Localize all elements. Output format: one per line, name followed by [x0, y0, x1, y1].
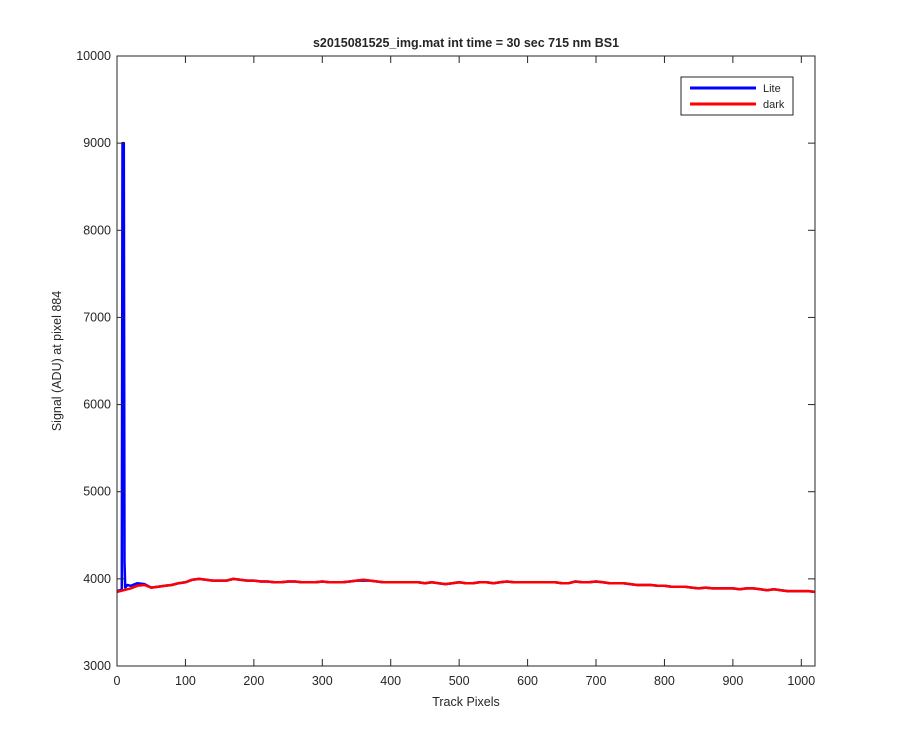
y-axis-label: Signal (ADU) at pixel 884: [50, 291, 64, 431]
x-tick-label: 700: [586, 674, 607, 688]
axes-box: [116, 55, 816, 667]
y-tick-label: 3000: [83, 659, 111, 673]
y-tick-label: 6000: [83, 398, 111, 412]
y-tick-label: 7000: [83, 310, 111, 324]
chart-title: s2015081525_img.mat int time = 30 sec 71…: [313, 36, 619, 50]
x-tick-label: 600: [517, 674, 538, 688]
plot-background: [117, 56, 815, 666]
y-tick-label: 8000: [83, 223, 111, 237]
legend-box: [680, 76, 794, 116]
x-tick-label: 0: [114, 674, 121, 688]
y-tick-label: 9000: [83, 136, 111, 150]
legend-label-lite: Lite: [763, 83, 781, 95]
series-line-dark: [116, 577, 816, 594]
x-tick-label: 200: [243, 674, 264, 688]
x-tick-label: 900: [722, 674, 743, 688]
x-tick-label: 300: [312, 674, 333, 688]
plot-area: [116, 55, 816, 667]
x-axis-label: Track Pixels: [432, 695, 500, 709]
y-tick-label: 4000: [83, 572, 111, 586]
x-axis: 0 100 200 300 400 500 600 700 800 900 1000: [114, 56, 815, 688]
x-tick-label: 400: [380, 674, 401, 688]
y-tick-label: 10000: [76, 49, 111, 63]
y-tick-label: 5000: [83, 485, 111, 499]
legend: Lite dark: [680, 76, 794, 116]
x-tick-label: 500: [449, 674, 470, 688]
x-tick-label: 1000: [787, 674, 815, 688]
y-axis: 3000 4000 5000 6000 7000 8000 9000 10000: [76, 49, 815, 673]
x-tick-label: 800: [654, 674, 675, 688]
series-layer: [116, 141, 816, 594]
legend-label-dark: dark: [763, 99, 785, 111]
x-tick-label: 100: [175, 674, 196, 688]
